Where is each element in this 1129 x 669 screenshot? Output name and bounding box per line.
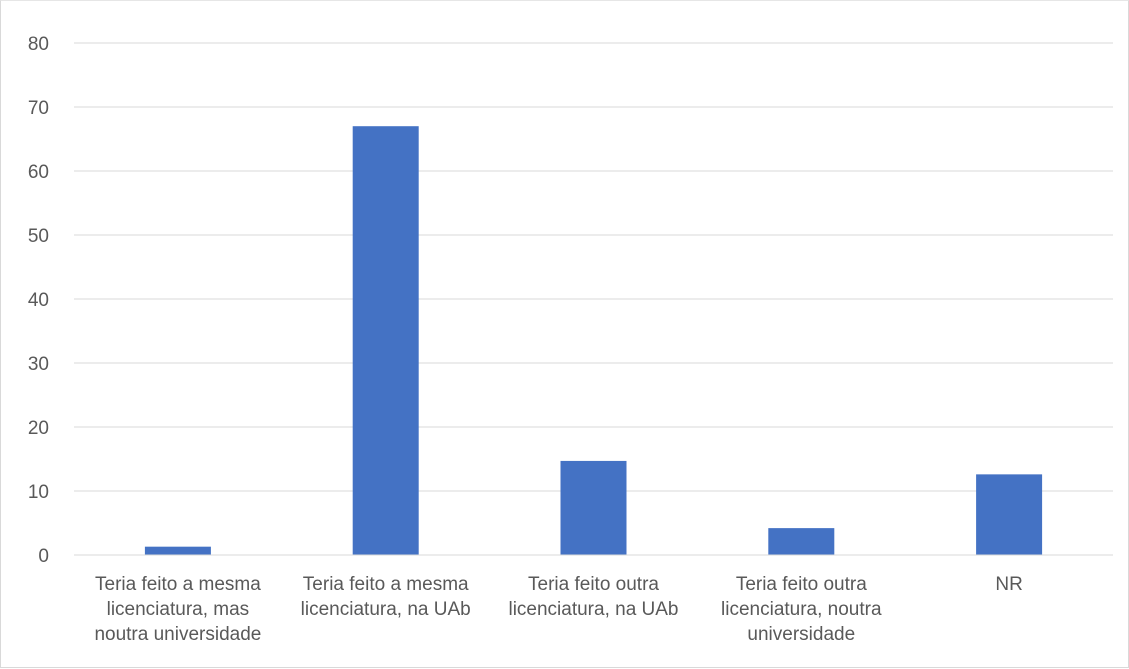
x-category-label: Teria feito outra (528, 574, 659, 595)
x-category-label: noutra universidade (94, 624, 261, 645)
x-axis-category-labels: Teria feito a mesma licenciatura, mas nout… (94, 574, 1022, 645)
x-category-label: Teria feito outra (736, 574, 867, 595)
gridlines (74, 42, 1113, 492)
x-category-label: licenciatura, na UAb (508, 599, 678, 620)
y-tick-label: 80 (28, 34, 49, 55)
y-tick-label: 10 (28, 482, 49, 503)
y-tick-label: 50 (28, 226, 49, 247)
y-tick-label: 40 (28, 290, 49, 311)
x-category-label: Teria feito a mesma (95, 574, 261, 595)
y-tick-label: 70 (28, 98, 49, 119)
y-tick-label: 20 (28, 418, 49, 439)
x-category-label: Teria feito a mesma (303, 574, 469, 595)
y-tick-label: 0 (38, 546, 49, 567)
x-category-label: licenciatura, na UAb (301, 599, 471, 620)
y-tick-label: 30 (28, 354, 49, 375)
x-category-label: licenciatura, mas (107, 599, 250, 620)
y-axis-tick-labels: 0 10 20 30 40 50 60 70 80 (28, 34, 49, 567)
y-tick-label: 60 (28, 162, 49, 183)
x-category-label: NR (995, 574, 1022, 595)
bar (144, 546, 211, 555)
bars (144, 126, 1043, 555)
x-category-label: universidade (747, 624, 855, 645)
bar (352, 126, 419, 555)
bar (976, 474, 1043, 555)
x-category-label: licenciatura, noutra (721, 599, 882, 620)
bar (768, 528, 835, 555)
bar (560, 460, 627, 555)
